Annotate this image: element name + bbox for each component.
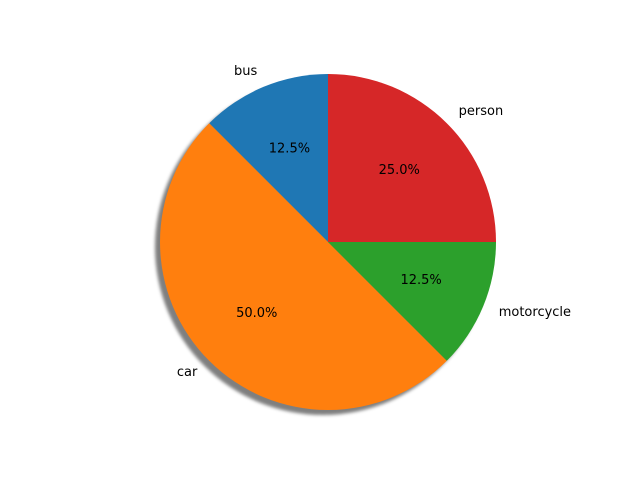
slice-percent-car: 50.0% [236,306,277,321]
slice-percent-person: 25.0% [379,163,420,178]
pie-slice-bus [209,74,328,242]
pie-slices [160,74,496,411]
pie-slice-person [328,74,496,242]
slice-label-motorcycle: motorcycle [499,305,571,320]
pie-slice-car [160,123,447,411]
pie-labels: bus 12.5% car 50.0% motorcycle 12.5% person 25.… [177,64,571,380]
pie-slice-motorcycle [328,242,496,361]
slice-percent-bus: 12.5% [269,141,310,156]
slice-label-bus: bus [234,64,257,79]
slice-label-car: car [177,365,198,380]
slice-percent-motorcycle: 12.5% [400,273,441,288]
slice-label-person: person [459,104,504,119]
